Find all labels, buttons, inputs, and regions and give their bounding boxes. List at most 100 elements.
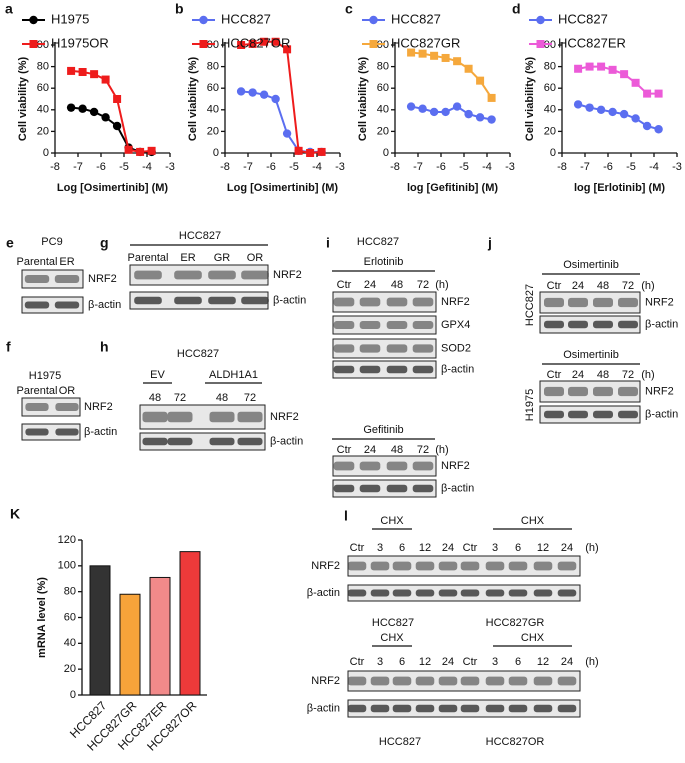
lane-label: Parental: [17, 385, 58, 397]
marker: [136, 147, 145, 156]
panel-letter: c: [345, 1, 353, 17]
cell-label: HCC827: [524, 284, 536, 326]
y-axis-label: Cell viability (%): [357, 56, 369, 141]
lane-label: 72: [244, 392, 256, 404]
marker: [89, 107, 99, 117]
marker: [306, 149, 315, 157]
row-label: NRF2: [311, 560, 340, 572]
blot-band: [593, 386, 613, 397]
y-tick-label: 0: [70, 689, 76, 701]
blot-band: [415, 704, 435, 713]
blot-band: [333, 365, 355, 374]
row-label: NRF2: [645, 385, 674, 397]
blot-band: [370, 676, 390, 686]
blot-band: [208, 296, 236, 305]
blot-band: [557, 589, 577, 597]
marker: [112, 121, 122, 131]
group-label: CHX: [521, 515, 545, 527]
marker: [78, 104, 87, 113]
bar: [89, 565, 111, 696]
lane-label: 48: [149, 392, 161, 404]
blot-band: [568, 297, 588, 308]
blot-title: HCC827: [357, 236, 399, 248]
legend-label: H1975OR: [51, 35, 109, 50]
blot-band: [25, 428, 49, 436]
blot-band: [460, 676, 480, 686]
blot-band: [134, 270, 162, 280]
cell-label: HCC827GR: [486, 617, 545, 629]
row-label: β-actin: [307, 702, 340, 714]
blot-band: [333, 321, 355, 329]
legend-marker: [369, 15, 378, 25]
lane-label: 48: [391, 279, 403, 291]
lane-label: Ctr: [350, 542, 365, 554]
group-label: EV: [150, 369, 165, 381]
lane-label: 24: [442, 656, 454, 668]
marker: [453, 57, 462, 66]
blot-band: [508, 589, 528, 597]
blot-band: [209, 411, 235, 423]
y-tick-label: 20: [377, 125, 389, 137]
x-tick-label: -6: [603, 161, 613, 173]
y-tick-label: 0: [383, 147, 389, 159]
marker: [113, 95, 122, 103]
blot-band: [134, 296, 162, 305]
bar: [179, 551, 201, 696]
blot-band: [438, 704, 458, 713]
lane-label: Parental: [128, 252, 169, 264]
blot-band: [54, 275, 80, 283]
marker: [248, 39, 257, 48]
lane-label: 3: [492, 656, 498, 668]
lane-label: 6: [399, 656, 405, 668]
panel-letter: d: [512, 1, 521, 17]
y-tick-label: 40: [377, 104, 389, 116]
marker: [248, 88, 257, 97]
blot-membrane: [332, 455, 437, 477]
row-label: β-actin: [645, 408, 678, 420]
blot-band: [412, 321, 434, 329]
x-tick-label: -5: [459, 161, 469, 173]
row-label: NRF2: [441, 296, 470, 308]
x-tick-label: -8: [390, 161, 400, 173]
marker: [101, 75, 110, 84]
lane-label: Ctr: [463, 542, 478, 554]
x-tick-label: -7: [243, 161, 253, 173]
blot-title: H1975: [29, 370, 61, 382]
blot-band: [392, 704, 412, 713]
x-tick-label: -3: [505, 161, 515, 173]
marker: [487, 115, 496, 124]
lane-label: Ctr: [547, 280, 562, 292]
lane-label: 12: [419, 542, 431, 554]
panel-letter: h: [100, 339, 109, 355]
blot-band: [333, 461, 355, 471]
blot-membrane: [21, 397, 81, 417]
blot-band: [359, 297, 381, 307]
legend-marker: [369, 40, 378, 48]
blot-band: [544, 386, 564, 397]
x-tick-label: -5: [626, 161, 636, 173]
marker: [654, 125, 663, 134]
marker: [464, 109, 473, 119]
marker: [283, 45, 292, 54]
x-tick-label: -7: [73, 161, 83, 173]
y-tick-label: 40: [64, 637, 76, 649]
lane-label: 24: [442, 542, 454, 554]
panel-letter: K: [10, 506, 20, 522]
x-tick-label: -6: [96, 161, 106, 173]
marker: [260, 37, 269, 46]
x-axis-label: Log [Osimertinib] (M): [227, 182, 339, 194]
y-tick-label: 20: [64, 663, 76, 675]
blot-band: [412, 344, 434, 353]
lane-label: 6: [515, 656, 521, 668]
blot-band: [370, 704, 390, 713]
y-tick-label: 0: [43, 147, 49, 159]
x-tick-label: -8: [50, 161, 60, 173]
x-axis-label: log [Erlotinib] (M): [574, 182, 665, 194]
lane-label: Parental: [17, 256, 58, 268]
blot-band: [55, 428, 79, 436]
blot-band: [386, 365, 408, 374]
bar: [119, 593, 141, 696]
y-tick-label: 80: [64, 586, 76, 598]
blot-band: [593, 410, 613, 419]
legend-label: HCC827: [558, 11, 608, 26]
